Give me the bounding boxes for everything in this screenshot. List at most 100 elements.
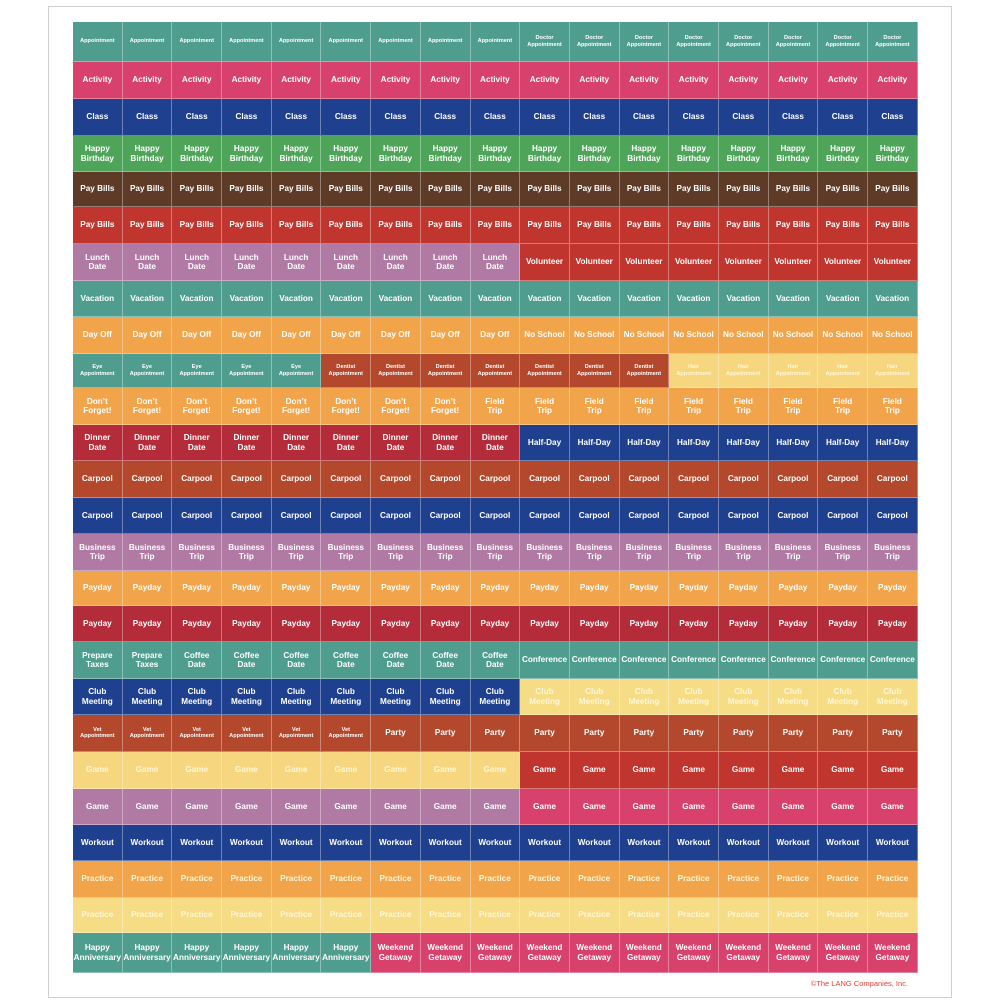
sticker: Workout xyxy=(718,825,769,861)
sticker: Lunch Date xyxy=(271,244,322,281)
sticker: Pay Bills xyxy=(172,172,223,207)
sticker: Class xyxy=(619,99,670,136)
sticker: Prepare Taxes xyxy=(122,642,173,679)
sticker: Field Trip xyxy=(470,388,521,425)
sticker-row: Workout Workout Workout Workout Workout Worko… xyxy=(73,825,927,861)
sticker: Carpool xyxy=(73,498,123,534)
sticker: Class xyxy=(520,99,570,136)
sticker: Carpool xyxy=(818,498,868,534)
sticker: Business Trip xyxy=(172,534,223,571)
sticker-row: Carpool Carpool Carpool Carpool Carpool Carpo… xyxy=(73,498,927,534)
sticker: Volunteer xyxy=(768,244,819,281)
sticker: Party xyxy=(520,715,570,752)
sticker: No School xyxy=(569,317,620,354)
sticker: Day Off xyxy=(420,317,471,354)
sticker: Dinner Date xyxy=(371,425,421,461)
sticker: Class xyxy=(321,99,372,136)
sticker: Carpool xyxy=(271,498,322,534)
sticker: Day Off xyxy=(321,317,372,354)
sticker: Vacation xyxy=(122,281,173,317)
sticker: Activity xyxy=(420,62,471,99)
sticker: Volunteer xyxy=(868,244,918,281)
sticker: Vacation xyxy=(619,281,670,317)
sticker: Vacation xyxy=(321,281,372,317)
sticker: Payday xyxy=(371,571,421,606)
sticker: Pay Bills xyxy=(122,207,173,244)
sticker: Coffee Date xyxy=(172,642,223,679)
sticker: Appointment xyxy=(73,22,123,62)
sticker: Happy Birthday xyxy=(470,136,521,172)
sticker: Party xyxy=(718,715,769,752)
sticker: Carpool xyxy=(420,461,471,498)
sticker: Game xyxy=(818,752,868,789)
sticker: Happy Anniversary xyxy=(321,933,372,973)
sticker: Pay Bills xyxy=(619,207,670,244)
sticker: Practice xyxy=(669,861,719,898)
sticker: Carpool xyxy=(619,461,670,498)
sticker: Lunch Date xyxy=(122,244,173,281)
sticker: Business Trip xyxy=(420,534,471,571)
sticker-row: Game Game Game Game Game Game Game Game Game Game… xyxy=(73,752,927,789)
sticker: Weekend Getaway xyxy=(420,933,471,973)
sticker: Appointment xyxy=(172,22,223,62)
sticker: Payday xyxy=(768,571,819,606)
sticker: Business Trip xyxy=(73,534,123,571)
sticker: Payday xyxy=(619,571,670,606)
sticker: Doctor Appointment xyxy=(619,22,670,62)
sticker: Workout xyxy=(569,825,620,861)
sticker: Happy Birthday xyxy=(619,136,670,172)
sticker: Eye Appointment xyxy=(122,354,173,388)
sticker: Payday xyxy=(669,606,719,642)
sticker: Activity xyxy=(73,62,123,99)
sticker: Class xyxy=(569,99,620,136)
sticker: Workout xyxy=(470,825,521,861)
sticker-row: Payday Payday Payday Payday Payday Payday Payd… xyxy=(73,606,927,642)
sticker: Coffee Date xyxy=(371,642,421,679)
sticker: Pay Bills xyxy=(172,207,223,244)
sticker: Game xyxy=(868,789,918,825)
sticker: Carpool xyxy=(73,461,123,498)
sticker: Happy Anniversary xyxy=(172,933,223,973)
sticker: Weekend Getaway xyxy=(569,933,620,973)
sticker: Carpool xyxy=(122,461,173,498)
sticker: Workout xyxy=(520,825,570,861)
sticker: Happy Birthday xyxy=(569,136,620,172)
sticker: Don’t Forget! xyxy=(371,388,421,425)
sticker: Field Trip xyxy=(768,388,819,425)
sticker: Class xyxy=(470,99,521,136)
sticker-row: Club Meeting Club Meeting Club Meeting Club… xyxy=(73,679,927,715)
sticker: Vacation xyxy=(868,281,918,317)
sticker: Class xyxy=(271,99,322,136)
sticker: Practice xyxy=(619,898,670,933)
sticker: Vet Appointment xyxy=(172,715,223,752)
sticker: Field Trip xyxy=(718,388,769,425)
sticker: Club Meeting xyxy=(669,679,719,715)
sticker: Game xyxy=(321,752,372,789)
sticker: Carpool xyxy=(122,498,173,534)
sticker: Practice xyxy=(569,861,620,898)
sticker: Practice xyxy=(122,861,173,898)
sticker: Doctor Appointment xyxy=(768,22,819,62)
sticker: Dentist Appointment xyxy=(470,354,521,388)
sticker: Game xyxy=(371,789,421,825)
sticker: Conference xyxy=(669,642,719,679)
sticker: Workout xyxy=(321,825,372,861)
sticker: Day Off xyxy=(122,317,173,354)
sticker: Practice xyxy=(569,898,620,933)
sticker: Happy Birthday xyxy=(520,136,570,172)
sticker: Practice xyxy=(718,898,769,933)
sticker: Game xyxy=(868,752,918,789)
sticker: Party xyxy=(768,715,819,752)
sticker: Practice xyxy=(768,861,819,898)
sticker: Class xyxy=(868,99,918,136)
sticker: Game xyxy=(222,752,272,789)
sticker-row: Lunch Date Lunch Date Lunch Date Lunch Date… xyxy=(73,244,927,281)
sticker: Pay Bills xyxy=(619,172,670,207)
sticker: Practice xyxy=(371,861,421,898)
sticker: Party xyxy=(669,715,719,752)
sticker: Club Meeting xyxy=(73,679,123,715)
sticker: Workout xyxy=(868,825,918,861)
sticker-row: Eye Appointment Eye Appointment Eye Appoin… xyxy=(73,354,927,388)
sticker: Appointment xyxy=(420,22,471,62)
sticker: Activity xyxy=(669,62,719,99)
